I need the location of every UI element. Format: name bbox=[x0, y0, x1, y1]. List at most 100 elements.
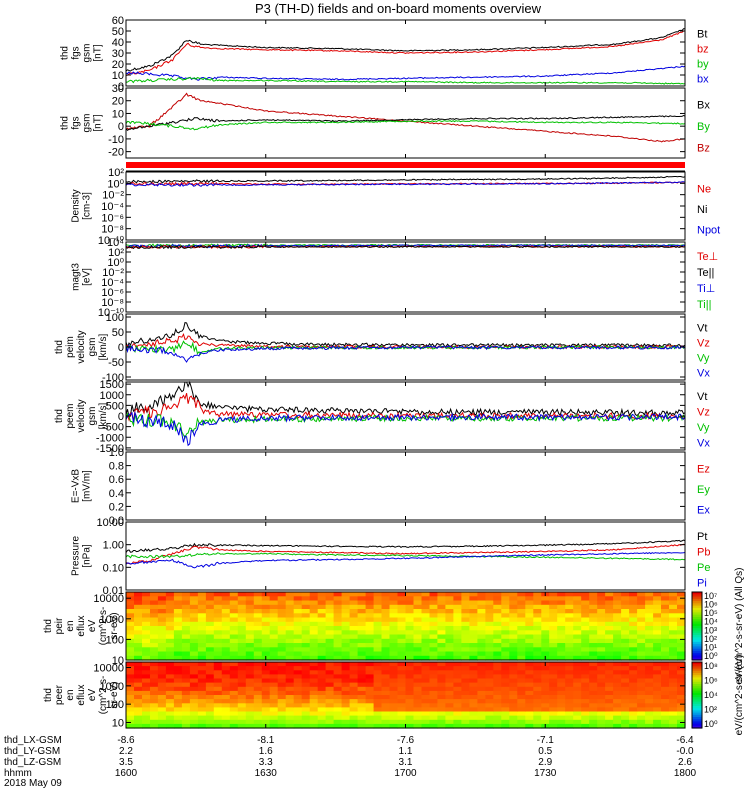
spectrogram-cell bbox=[253, 604, 263, 610]
colorbar-swatch bbox=[692, 679, 702, 683]
legend-entry: By bbox=[697, 121, 710, 133]
colorbar-swatch bbox=[692, 677, 702, 681]
spectrogram-cell bbox=[245, 719, 255, 725]
spectrogram-cell bbox=[237, 670, 247, 675]
spectrogram-cell bbox=[277, 674, 287, 680]
spectrogram-cell bbox=[237, 699, 247, 704]
spectrogram-cell bbox=[477, 699, 486, 704]
spectrogram-cell bbox=[677, 674, 686, 680]
spectrogram-cell bbox=[413, 630, 423, 636]
spectrogram-cell bbox=[237, 634, 247, 640]
spectrogram-cell bbox=[605, 686, 614, 692]
spectrogram-cell bbox=[581, 719, 590, 725]
spectrogram-cell bbox=[509, 643, 518, 648]
spectrogram-cell bbox=[541, 686, 550, 692]
spectrogram-cell bbox=[373, 662, 383, 667]
spectrogram-cell bbox=[142, 662, 151, 667]
spectrogram-cell bbox=[261, 621, 271, 627]
spectrogram-cell bbox=[309, 662, 319, 667]
spectrogram-cell bbox=[557, 630, 566, 636]
spectrogram-cell bbox=[493, 592, 502, 597]
spectrogram-cell bbox=[293, 630, 303, 636]
spectrogram-cell bbox=[445, 651, 454, 657]
spectrogram-cell bbox=[349, 695, 359, 700]
spectrogram-cell bbox=[349, 655, 359, 661]
spectrogram-cell bbox=[245, 699, 255, 704]
spectrogram-cell bbox=[493, 600, 502, 606]
spectrogram-cell bbox=[253, 643, 263, 648]
spectrogram-cell bbox=[437, 604, 446, 610]
spectrogram-cell bbox=[581, 626, 590, 631]
spectrogram-cell bbox=[325, 715, 335, 721]
spectrogram-cell bbox=[277, 670, 287, 675]
spectrogram-cell bbox=[581, 723, 590, 729]
spectrogram-cell bbox=[469, 647, 478, 653]
spectrogram-cell bbox=[677, 711, 686, 717]
spectrogram-cell bbox=[525, 674, 534, 680]
spectrogram-cell bbox=[413, 715, 423, 721]
spectrogram-cell bbox=[381, 686, 391, 692]
spectrogram-cell bbox=[181, 707, 191, 713]
spectrogram-cell bbox=[677, 655, 686, 661]
spectrogram-cell bbox=[509, 719, 518, 725]
spectrogram-cell bbox=[381, 621, 391, 627]
spectrogram-cell bbox=[134, 651, 143, 657]
spectrogram-cell bbox=[613, 643, 622, 648]
spectrogram-cell bbox=[173, 626, 183, 631]
spectrogram-cell bbox=[397, 617, 407, 623]
spectrogram-cell bbox=[349, 674, 359, 680]
spectrogram-cell bbox=[453, 707, 462, 713]
legend-entry: Vx bbox=[697, 437, 710, 449]
legend-entry: Ti⊥ bbox=[697, 283, 715, 295]
spectrogram-cell bbox=[501, 604, 510, 610]
spectrogram-cell bbox=[333, 715, 343, 721]
spectrogram-cell bbox=[261, 604, 271, 610]
spectrogram-cell bbox=[309, 666, 319, 671]
spectrogram-cell bbox=[285, 678, 295, 684]
spectrogram-cell bbox=[453, 626, 462, 631]
spectrogram-cell bbox=[157, 604, 167, 610]
colorbar-tick-label: 10⁰ bbox=[704, 719, 718, 729]
spectrogram-cell bbox=[629, 626, 638, 631]
spectrogram-cell bbox=[349, 647, 359, 653]
spectrogram-cell bbox=[357, 621, 367, 627]
spectrogram-cell bbox=[150, 617, 159, 623]
spectrogram-cell bbox=[165, 651, 175, 657]
spectrogram-cell bbox=[181, 647, 191, 653]
spectrogram-cell bbox=[461, 719, 470, 725]
spectrogram-cell bbox=[637, 715, 646, 721]
spectrogram-cell bbox=[485, 634, 494, 640]
spectrogram-cell bbox=[613, 621, 622, 627]
spectrogram-cell bbox=[317, 723, 327, 729]
spectrogram-cell bbox=[325, 609, 335, 614]
spectrogram-cell bbox=[629, 662, 638, 667]
spectrogram-cell bbox=[341, 626, 351, 631]
spectrogram-cell bbox=[437, 707, 446, 713]
spectrogram-cell bbox=[493, 703, 502, 708]
spectrogram-cell bbox=[269, 699, 279, 704]
spectrogram-cell bbox=[597, 703, 606, 708]
spectrogram-cell bbox=[557, 719, 566, 725]
spectrogram-cell bbox=[165, 600, 175, 606]
spectrogram-cell bbox=[165, 662, 175, 667]
y-axis-label-line: [nT] bbox=[93, 44, 104, 61]
spectrogram-cell bbox=[221, 604, 231, 610]
spectrogram-cell bbox=[381, 592, 391, 597]
spectrogram-cell bbox=[325, 719, 335, 725]
spectrogram-cell bbox=[142, 670, 151, 675]
spectrogram-cell bbox=[381, 647, 391, 653]
spectrogram-cell bbox=[365, 670, 375, 675]
spectrogram-cell bbox=[605, 617, 614, 623]
spectrogram-cell bbox=[501, 626, 510, 631]
spectrogram-cell bbox=[237, 723, 247, 729]
spectrogram-cell bbox=[261, 699, 271, 704]
spectrogram-cell bbox=[501, 723, 510, 729]
spectrogram-cell bbox=[517, 634, 526, 640]
spectrogram-cell bbox=[389, 647, 399, 653]
spectrogram-cell bbox=[341, 707, 351, 713]
spectrogram-cell bbox=[437, 670, 446, 675]
spectrogram-cell bbox=[142, 699, 151, 704]
spectrogram-cell bbox=[221, 655, 231, 661]
spectrogram-cell bbox=[245, 690, 255, 696]
spectrogram-cell bbox=[581, 711, 590, 717]
